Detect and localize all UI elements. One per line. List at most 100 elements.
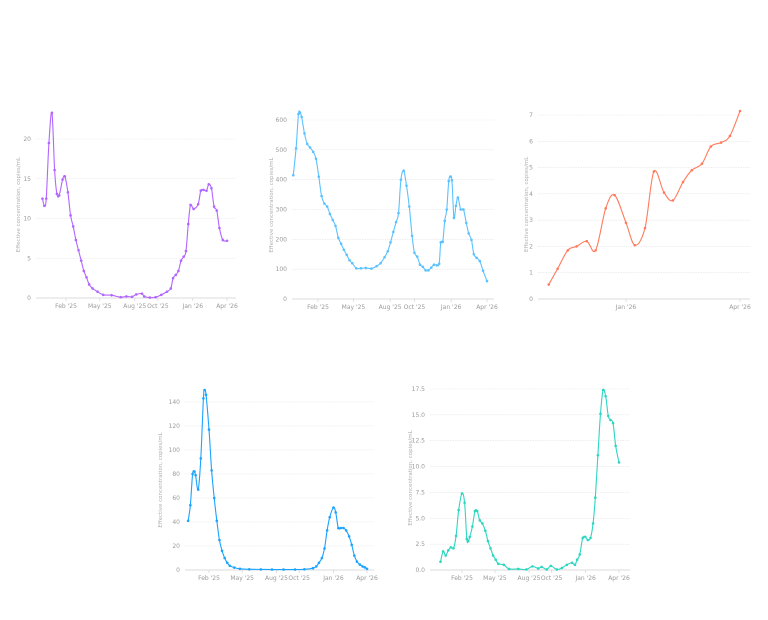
data-point[interactable] [494,558,497,561]
data-point[interactable] [604,394,607,398]
data-point[interactable] [199,457,203,460]
data-point[interactable] [334,511,337,514]
data-point[interactable] [445,208,449,211]
data-point[interactable] [481,522,484,525]
data-point[interactable] [690,168,694,172]
data-point[interactable] [363,566,367,569]
data-point[interactable] [545,568,549,571]
data-point[interactable] [220,549,224,553]
data-point[interactable] [320,194,323,198]
data-point[interactable] [348,258,351,262]
data-point[interactable] [350,543,354,547]
data-point[interactable] [719,141,723,144]
data-point[interactable] [738,109,742,113]
data-point[interactable] [424,269,427,272]
data-point[interactable] [370,267,373,270]
data-point[interactable] [601,388,605,392]
data-point[interactable] [432,263,436,266]
data-point[interactable] [44,197,48,200]
data-point[interactable] [223,556,226,560]
data-point[interactable] [339,526,343,530]
data-point[interactable] [475,509,479,513]
data-point[interactable] [418,263,422,266]
data-point[interactable] [441,240,445,244]
data-point[interactable] [613,193,616,197]
data-point[interactable] [325,205,329,208]
data-point[interactable] [308,146,312,149]
data-point[interactable] [96,290,99,293]
data-point[interactable] [413,251,416,255]
data-point[interactable] [323,202,326,205]
data-point[interactable] [617,461,621,464]
data-point[interactable] [300,115,303,119]
data-point[interactable] [471,525,474,528]
data-point[interactable] [462,208,465,211]
data-point[interactable] [182,255,186,258]
data-point[interactable] [556,267,559,271]
data-point[interactable] [389,241,392,244]
data-point[interactable] [50,111,54,115]
data-point[interactable] [375,264,378,268]
data-point[interactable] [63,175,67,178]
data-point[interactable] [606,414,610,418]
data-point[interactable] [317,175,321,178]
data-point[interactable] [215,519,219,523]
data-point[interactable] [450,178,454,182]
data-point[interactable] [293,568,297,571]
data-point[interactable] [575,245,578,248]
data-point[interactable] [700,162,704,165]
data-point[interactable] [337,526,340,530]
data-point[interactable] [415,255,419,258]
data-point[interactable] [203,388,206,392]
data-point[interactable] [555,568,559,571]
data-point[interactable] [355,560,359,563]
data-point[interactable] [478,259,482,263]
data-point[interactable] [344,529,348,532]
data-point[interactable] [449,175,452,178]
data-point[interactable] [611,421,615,425]
data-point[interactable] [110,293,113,297]
data-point[interactable] [478,519,482,522]
data-point[interactable] [228,564,232,568]
data-point[interactable] [194,473,197,477]
data-point[interactable] [604,207,608,210]
data-point[interactable] [358,563,362,566]
data-point[interactable] [177,269,180,273]
data-point[interactable] [328,212,332,216]
data-point[interactable] [298,111,302,114]
data-point[interactable] [91,287,94,290]
data-point[interactable] [437,262,441,266]
data-point[interactable] [405,184,408,187]
data-point[interactable] [473,509,477,513]
data-point[interactable] [525,568,528,571]
data-point[interactable] [364,266,368,270]
data-point[interactable] [531,565,534,568]
data-point[interactable] [359,266,363,270]
data-point[interactable] [160,293,163,297]
data-point[interactable] [594,496,597,499]
data-point[interactable] [169,287,173,290]
data-point[interactable] [317,561,321,565]
data-point[interactable] [314,157,318,161]
data-point[interactable] [282,568,285,571]
data-point[interactable] [210,186,213,190]
data-point[interactable] [486,539,490,543]
data-point[interactable] [305,142,309,146]
data-point[interactable] [386,249,390,253]
data-point[interactable] [457,508,460,512]
data-point[interactable] [41,197,44,200]
data-point[interactable] [439,560,442,564]
data-point[interactable] [57,194,61,197]
data-point[interactable] [202,397,205,400]
data-point[interactable] [392,230,395,234]
data-point[interactable] [339,242,343,246]
data-point[interactable] [270,568,274,571]
data-point[interactable] [467,232,470,235]
data-point[interactable] [586,538,590,542]
data-point[interactable] [69,214,72,217]
data-point[interactable] [311,150,315,154]
data-point[interactable] [516,567,520,571]
data-point[interactable] [328,515,332,519]
data-point[interactable] [148,296,152,299]
data-point[interactable] [681,180,685,184]
